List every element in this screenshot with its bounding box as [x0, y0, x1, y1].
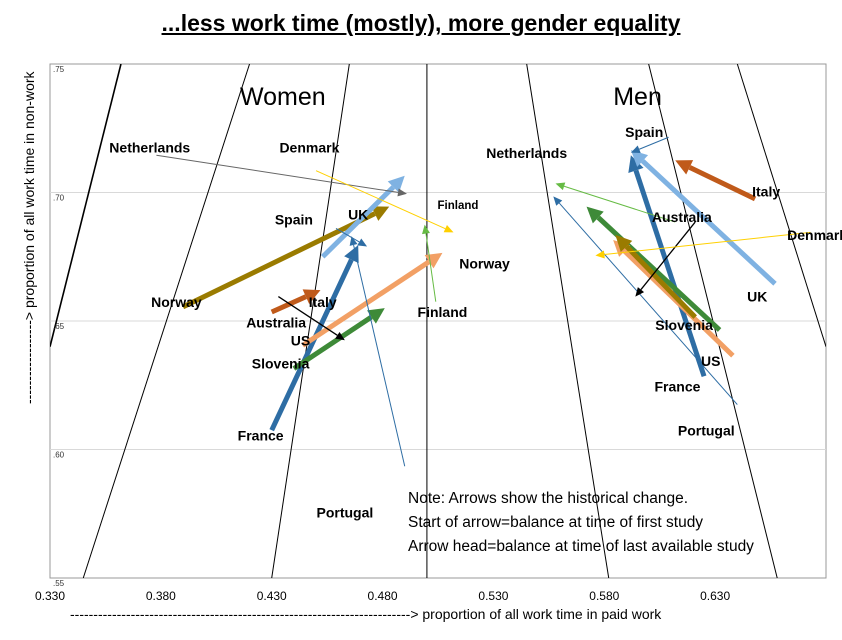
y-tick-label: .70 [53, 194, 65, 203]
country-label: US [291, 332, 310, 348]
arrow-women-spain [335, 228, 368, 247]
country-label: Norway [151, 294, 202, 310]
background-line [82, 64, 251, 578]
country-label: France [654, 379, 700, 395]
country-label: Italy [752, 183, 780, 199]
background-line [736, 64, 826, 347]
chart-title: ...less work time (mostly), more gender … [161, 10, 681, 36]
x-tick-label: 0.430 [257, 589, 287, 603]
background-line [271, 64, 350, 578]
country-label: UK [348, 206, 368, 222]
note-line: Start of arrow=balance at time of first … [408, 514, 703, 531]
x-tick-label: 0.480 [368, 589, 398, 603]
y-tick-label: .55 [53, 579, 65, 588]
country-label: Spain [625, 124, 663, 140]
arrow-women-portugal [349, 236, 406, 467]
country-label: Finland [438, 200, 479, 212]
arrow-women-italy [270, 289, 321, 315]
y-ticks: .75 .70 .65 .60 .55 [53, 65, 65, 588]
country-label: Portugal [316, 505, 373, 521]
note-line: Note: Arrows show the historical change. [408, 490, 688, 507]
country-label: France [238, 428, 284, 444]
x-ticks: 0.330 0.380 0.430 0.480 0.530 0.580 0.630 [35, 589, 730, 603]
country-label: Italy [309, 294, 337, 310]
arrow-women-uk [320, 175, 405, 259]
country-label: Australia [246, 314, 306, 330]
country-label: Denmark [787, 227, 842, 243]
arrow-men-italy [675, 160, 757, 202]
background-line [50, 64, 122, 347]
x-tick-label: 0.630 [700, 589, 730, 603]
y-tick-label: .60 [53, 451, 65, 460]
note: Note: Arrows show the historical change.… [408, 490, 754, 555]
background-lines [50, 64, 826, 578]
note-line: Arrow head=balance at time of last avail… [408, 538, 754, 555]
arrow-women-slovenia [292, 308, 385, 371]
y-tick-label: .75 [53, 65, 65, 74]
arrow-men-france [628, 155, 707, 378]
country-label: Slovenia [252, 356, 310, 372]
arrow-women-denmark [315, 170, 454, 233]
arrow-men-netherlands [555, 182, 676, 223]
panel-title: Women [240, 83, 326, 111]
labels: Women Men Netherlands Denmark Spain UK Norway I… [109, 83, 842, 520]
panel-title: Men [613, 83, 662, 111]
arrow-women-australia [278, 296, 345, 341]
country-label: Spain [275, 212, 313, 228]
country-label: Slovenia [655, 317, 713, 333]
country-label: US [701, 353, 720, 369]
x-tick-label: 0.380 [146, 589, 176, 603]
y-axis-label: ------------------> proportion of all wo… [21, 70, 37, 404]
background-line [526, 64, 610, 578]
arrow-men-spain [630, 136, 669, 153]
x-tick-label: 0.330 [35, 589, 65, 603]
arrow-men-australia [635, 221, 696, 297]
country-label: Denmark [279, 140, 339, 156]
country-label: Netherlands [109, 140, 190, 156]
arrow-women-netherlands [156, 154, 407, 197]
country-label: Australia [652, 209, 712, 225]
arrow-men-norway [615, 234, 697, 319]
country-label: Finland [418, 304, 468, 320]
y-tick-label: .65 [53, 322, 65, 331]
country-label: Netherlands [486, 145, 567, 161]
x-tick-label: 0.530 [478, 589, 508, 603]
country-label: Norway [459, 255, 510, 271]
country-label: Portugal [678, 422, 735, 438]
arrows [156, 136, 811, 467]
arrow-men-uk [630, 150, 777, 286]
arrow-women-finland [422, 224, 437, 302]
arrow-men-denmark [595, 231, 811, 259]
arrow-women-norway [181, 206, 390, 310]
x-tick-label: 0.580 [589, 589, 619, 603]
x-axis-label: ----------------------------------------… [70, 606, 662, 622]
country-label: UK [747, 289, 767, 305]
arrow-men-portugal [553, 196, 738, 405]
